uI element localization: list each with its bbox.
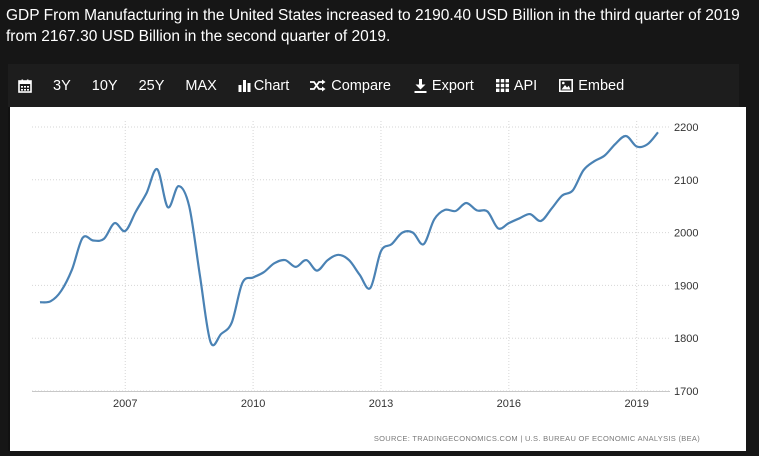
range-25y-button[interactable]: 25Y	[138, 77, 165, 94]
chart-button[interactable]: Chart	[238, 64, 289, 107]
y-tick-label: 1900	[674, 280, 698, 292]
bar-chart-icon	[238, 80, 251, 92]
grid-icon	[495, 79, 509, 92]
api-button-label: API	[513, 77, 538, 94]
export-button-label: Export	[431, 77, 474, 94]
x-tick-label: 2007	[113, 398, 137, 410]
shuffle-icon	[310, 79, 326, 92]
embed-button[interactable]: Embed	[559, 64, 624, 107]
y-tick-label: 2000	[674, 228, 698, 240]
x-tick-label: 2016	[497, 398, 521, 410]
x-tick-label: 2019	[624, 398, 648, 410]
headline: GDP From Manufacturing in the United Sta…	[6, 7, 740, 45]
line-chart: 1700 1800 1900 2000 2100 2200 2007 2010 2013 2016…	[32, 121, 700, 443]
chart-widget: 3Y 10Y 25Y MAX Chart Compare	[8, 64, 746, 451]
export-button[interactable]: Export	[414, 64, 474, 107]
api-button[interactable]: API	[495, 64, 538, 107]
x-tick-label: 2013	[369, 398, 393, 410]
download-icon	[414, 78, 427, 93]
chart-toolbar: 3Y 10Y 25Y MAX Chart Compare	[8, 64, 739, 107]
range-10y-button[interactable]: 10Y	[91, 77, 118, 94]
compare-button-label: Compare	[331, 77, 391, 94]
embed-button-label: Embed	[578, 77, 625, 94]
series-line	[39, 131, 659, 347]
chart-button-label: Chart	[253, 77, 290, 94]
range-max-button[interactable]: MAX	[185, 77, 217, 94]
image-icon	[559, 79, 574, 92]
range-3y-button[interactable]: 3Y	[53, 77, 71, 94]
x-tick-label: 2010	[241, 398, 265, 410]
calendar-button[interactable]	[18, 64, 32, 107]
plot-area: 1700 1800 1900 2000 2100 2200 2007 2010 2013 2016…	[10, 107, 746, 451]
calendar-icon	[18, 79, 32, 93]
y-tick-label: 1700	[674, 386, 698, 398]
source-caption: SOURCE: TRADINGECONOMICS.COM | U.S. BURE…	[374, 434, 700, 443]
y-tick-label: 2200	[674, 122, 698, 134]
compare-button[interactable]: Compare	[310, 64, 391, 107]
y-tick-label: 1800	[674, 333, 698, 345]
y-tick-label: 2100	[674, 175, 698, 187]
